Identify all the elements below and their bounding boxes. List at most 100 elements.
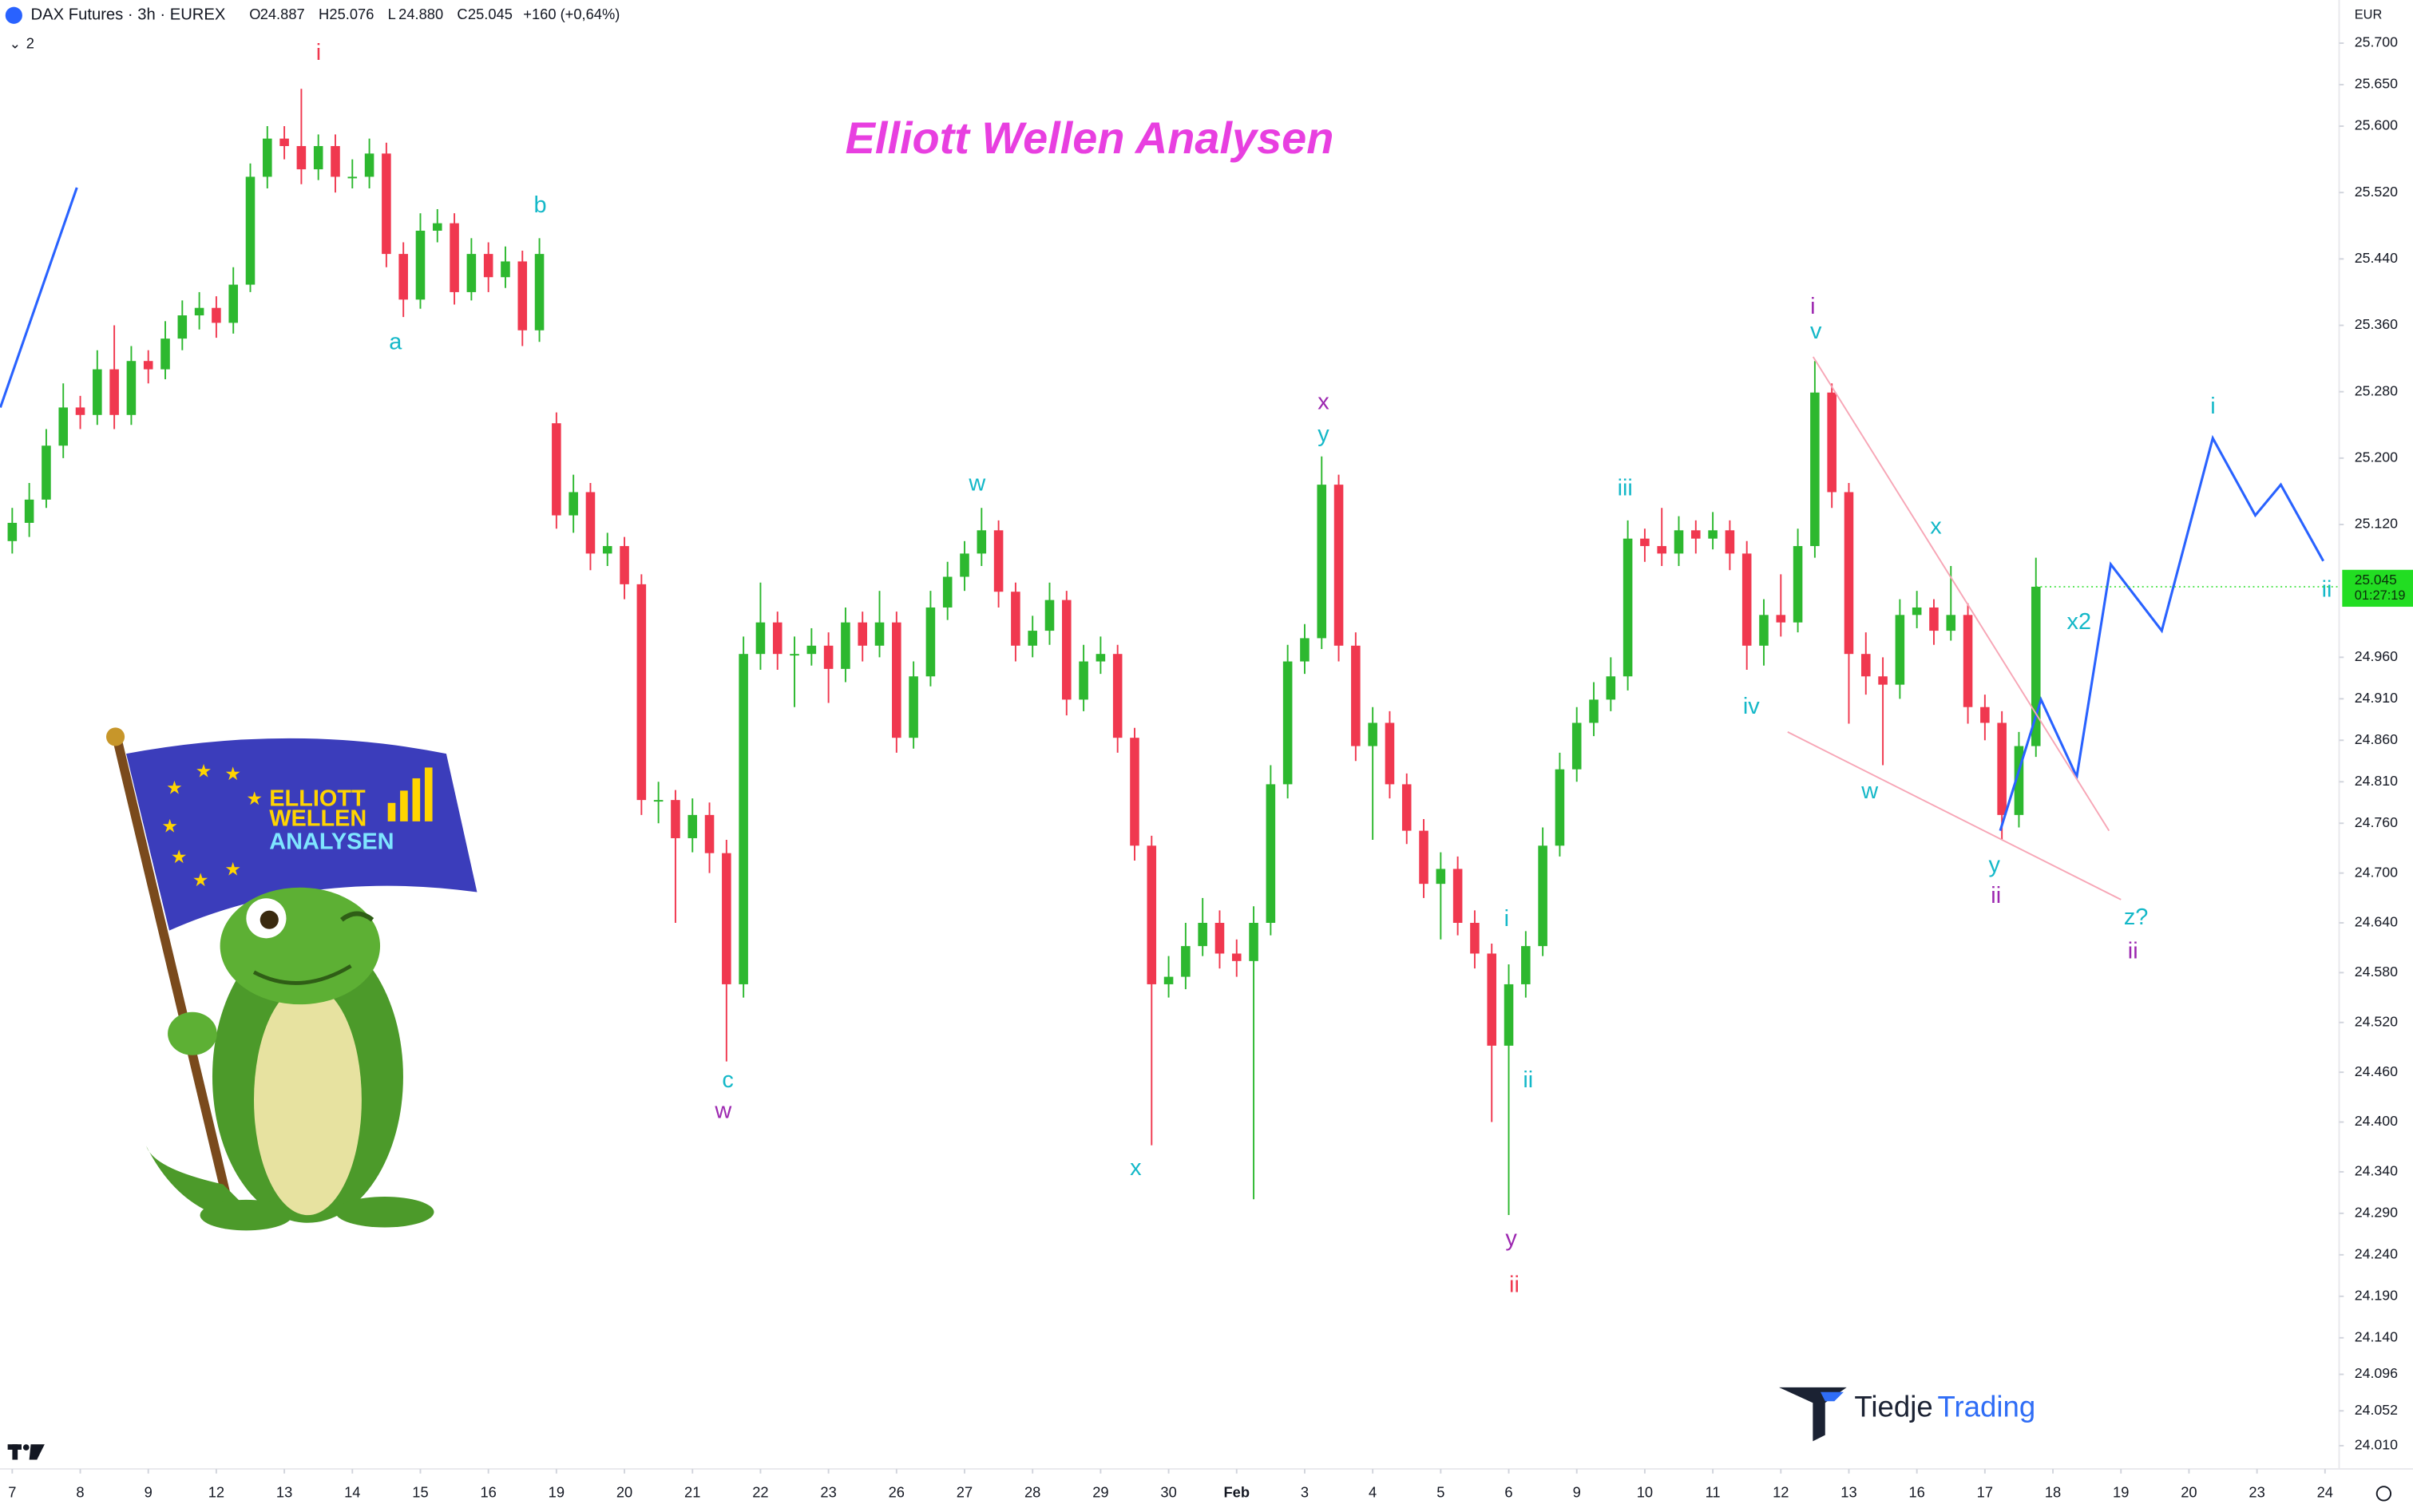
currency[interactable]: EUR [2355,8,2383,22]
candle-body [1198,923,1207,947]
candle-body [1657,546,1666,554]
x-tick-label: 24 [2317,1484,2333,1501]
x-tick-label: 9 [145,1484,153,1501]
x-tick-label: 4 [1369,1484,1377,1501]
change: +160 (+0,64%) [523,6,620,22]
wave-label: a [389,329,402,354]
candle-body [228,284,238,323]
y-tick-label: 24.460 [2355,1063,2398,1079]
candle-body [1997,722,2007,815]
bar-icon [412,778,421,821]
symbol-name[interactable]: DAX Futures · 3h · EUREX [31,6,226,24]
croc-wink [340,911,374,922]
candle-body [1317,485,1327,639]
wave-label: v [1810,319,1822,344]
candle-body [1725,530,1735,554]
candle-body [687,814,698,838]
tv-logo-part [29,1444,45,1460]
indicators-count[interactable]: 2 [26,35,34,52]
candle-body [892,622,901,738]
tv-logo[interactable] [7,1444,45,1460]
x-tick-label: 30 [1160,1484,1176,1501]
logo-text: Tiedje [1854,1391,1932,1423]
wave-label: b [533,192,546,218]
candle-body [279,138,289,146]
croc-foot [200,1199,293,1231]
candle-body [483,254,493,278]
x-tick-label: 19 [2113,1484,2129,1501]
x-tick-label: 10 [1637,1484,1653,1501]
candle-body [552,423,561,516]
y-tick-label: 24.760 [2355,814,2398,830]
candle-body [534,254,545,331]
y-tick-label: 25.360 [2355,316,2398,332]
star: ★ [166,778,183,798]
x-tick-label: Feb [1223,1484,1250,1501]
tv-logo-part [12,1444,18,1460]
candle-body [2014,746,2024,815]
candle-body [1419,830,1428,885]
candle-body [1980,707,1990,723]
star: ★ [224,763,241,784]
logo-accent [1820,1391,1844,1402]
star: ★ [224,859,241,880]
settings-icon[interactable] [2375,1486,2392,1502]
candle-body [1504,984,1514,1046]
y-tick-label: 25.600 [2355,117,2398,133]
star: ★ [246,788,263,809]
candle-body [1623,538,1633,677]
candle-body [636,584,647,801]
x-tick-label: 19 [549,1484,565,1501]
candle-body [1571,722,1582,770]
indicators-chevron[interactable]: ⌄ [10,35,22,51]
candle-body [517,261,528,331]
y-tick-label: 25.700 [2355,34,2398,50]
x-tick-label: 5 [1436,1484,1444,1501]
candle-body [1163,976,1174,984]
ohlc-value: 25.045 [468,6,513,22]
candle-body [1181,946,1191,977]
croc-belly [254,984,362,1216]
pole-knob [105,727,125,746]
wave-label: z? [2124,904,2149,930]
tv-logo-part [22,1444,30,1451]
y-tick-label: 24.860 [2355,731,2398,747]
x-tick-label: 16 [1908,1484,1924,1501]
x-tick-label: 8 [76,1484,84,1501]
candle-body [1096,654,1106,662]
symbol-icon[interactable] [5,6,22,24]
candle-body [977,530,987,554]
candle-body [585,492,596,554]
x-tick-label: 7 [8,1484,16,1501]
candle-body [75,407,85,415]
candle-body [42,445,51,500]
x-tick-label: 3 [1301,1484,1309,1501]
star: ★ [161,816,178,837]
y-tick-label: 24.140 [2355,1328,2398,1344]
ohlc-key: O [249,6,260,22]
y-tick-label: 24.520 [2355,1013,2398,1029]
plot-area: 25.700 25.650 25.600 25.520 25.440 25.360 25.2… [0,34,2413,1501]
y-tick-label: 24.810 [2355,773,2398,789]
candle-body [1062,600,1072,700]
wave-label: i [1810,294,1815,319]
y-tick-label: 24.052 [2355,1402,2398,1418]
candle-body [739,654,748,984]
x-tick-label: 16 [480,1484,496,1501]
y-tick-label: 24.240 [2355,1246,2398,1262]
drawn-line [0,187,78,408]
candle-body [1351,645,1361,746]
flag-pole [112,734,236,1220]
x-tick-label: 23 [820,1484,836,1501]
candle-body [1708,530,1718,539]
x-tick-label: 20 [2181,1484,2197,1501]
candle-body [755,622,766,655]
candle-body [942,576,953,608]
candle-body [58,407,69,446]
candle-body [704,814,715,853]
candle-body [1793,546,1803,623]
ohlc-value: 24.887 [260,6,305,22]
y-tick-label: 25.650 [2355,76,2398,92]
y-tick-label: 24.400 [2355,1113,2398,1129]
candle-body [653,800,664,802]
